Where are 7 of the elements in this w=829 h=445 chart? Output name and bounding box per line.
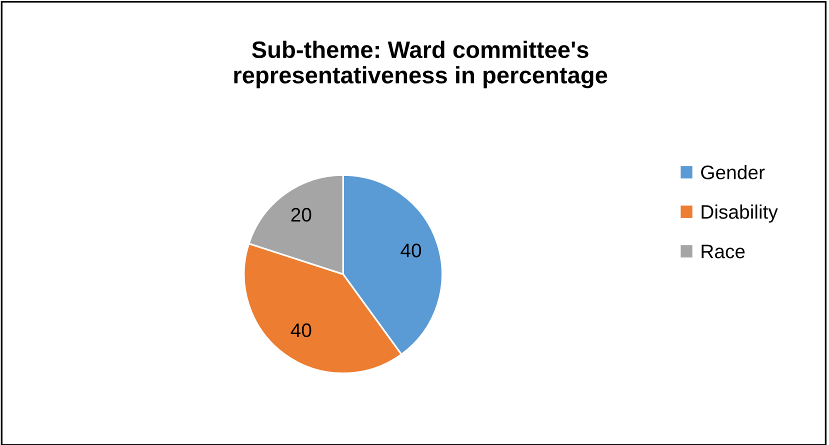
data-label: 20 bbox=[291, 208, 312, 222]
data-label: 40 bbox=[290, 323, 312, 338]
legend-label: Disability bbox=[702, 204, 778, 223]
legend-label: Gender bbox=[701, 165, 765, 180]
legend-label: Race bbox=[702, 244, 745, 258]
data-label: 40 bbox=[400, 244, 422, 258]
chart-title: Sub-theme: Ward committee's representativeness in percentage bbox=[234, 40, 608, 88]
